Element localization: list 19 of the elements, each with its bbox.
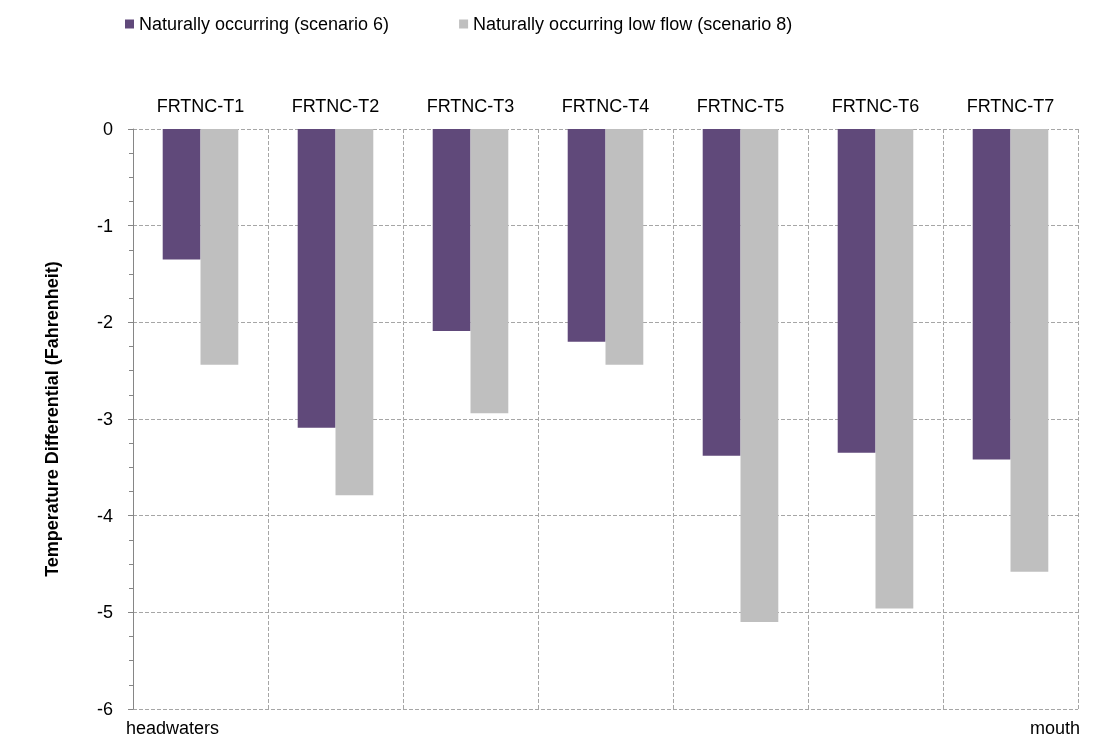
y-tick-label: -2 <box>96 312 113 333</box>
y-tick-label: -6 <box>96 699 113 719</box>
y-tick-label: -5 <box>96 602 113 623</box>
x-tick-label: FRTNC-T1 <box>156 96 245 116</box>
text: mouth <box>1029 718 1080 738</box>
y-tick-label: -1 <box>96 215 113 236</box>
y-tick-label: 0 <box>102 119 113 139</box>
y-tick-label: -4 <box>96 505 113 526</box>
y-axis-title: Temperature Differential (Fahrenheit) <box>42 261 62 577</box>
x-tick-label: FRTNC-T2 <box>291 96 380 116</box>
text: headwaters <box>126 718 220 738</box>
x-tick-label: FRTNC-T6 <box>831 96 920 116</box>
x-tick-label: FRTNC-T4 <box>561 96 650 116</box>
x-tick-label: FRTNC-T7 <box>966 96 1055 116</box>
y-tick-label: -3 <box>96 409 113 429</box>
legend-label: Naturally occurring low flow (scenario 8) <box>473 14 793 34</box>
legend-label: Naturally occurring (scenario 6) <box>139 14 390 34</box>
x-tick-label: FRTNC-T5 <box>696 96 785 116</box>
x-tick-label: FRTNC-T3 <box>426 96 515 116</box>
